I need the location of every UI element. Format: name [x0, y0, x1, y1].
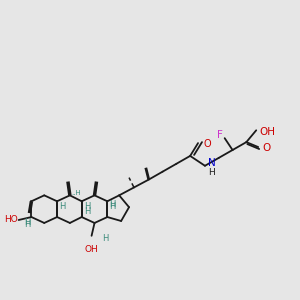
- Text: N: N: [208, 158, 216, 168]
- Text: H: H: [102, 234, 109, 243]
- Text: H: H: [24, 218, 30, 227]
- Text: F: F: [217, 130, 223, 140]
- Text: H: H: [208, 168, 215, 177]
- Text: HO: HO: [4, 215, 18, 224]
- Text: OH: OH: [85, 244, 98, 253]
- Text: O: O: [262, 143, 270, 153]
- Text: OH: OH: [259, 127, 275, 137]
- Text: H: H: [109, 202, 116, 211]
- Text: ..H: ..H: [71, 190, 81, 196]
- Text: H: H: [84, 207, 90, 216]
- Text: H: H: [24, 220, 31, 229]
- Text: H: H: [109, 200, 116, 209]
- Text: O: O: [204, 139, 212, 149]
- Text: H: H: [59, 202, 65, 211]
- Text: H: H: [84, 202, 90, 211]
